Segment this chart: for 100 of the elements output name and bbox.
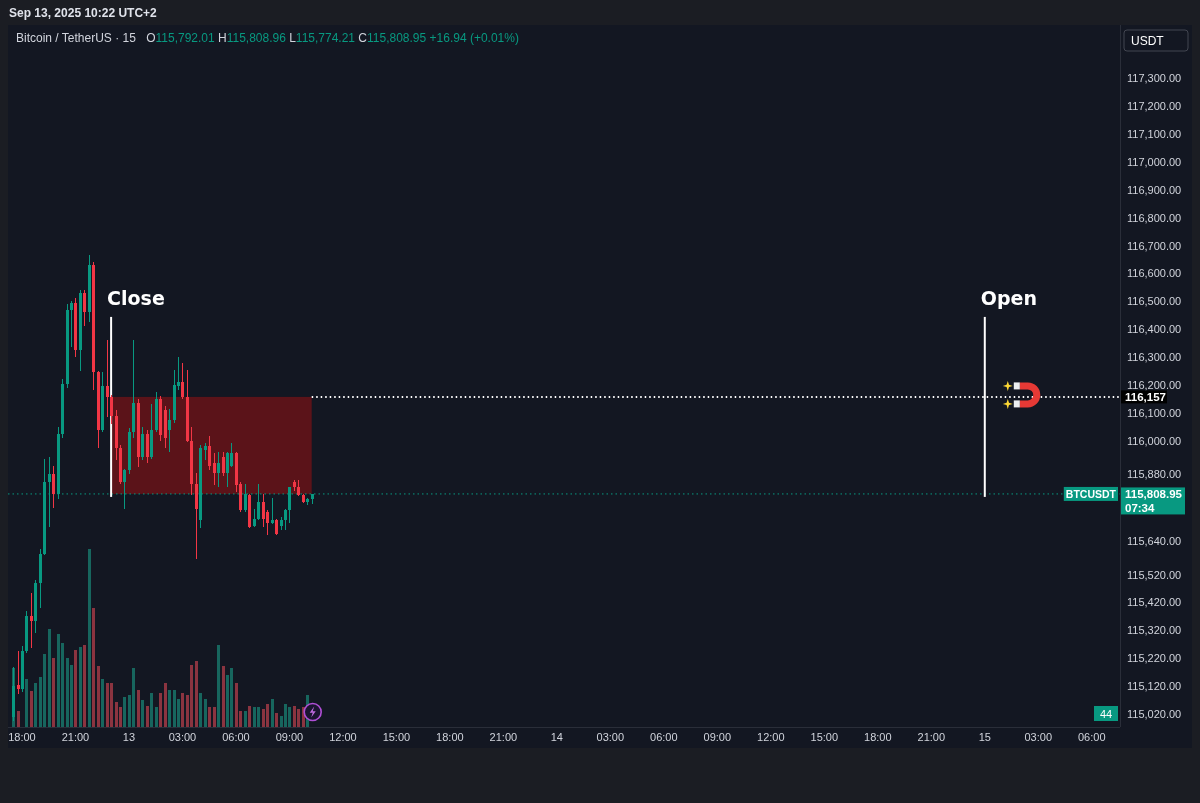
x-tick-label: 21:00 — [489, 731, 518, 743]
bar — [199, 693, 202, 727]
text: Sep 13, 2025 10:22 UTC+2 — [9, 6, 158, 20]
y-tick-label: 115,320.00 — [1127, 624, 1182, 637]
candlestick — [271, 498, 274, 524]
y-tick-label: 116,800.00 — [1127, 211, 1182, 224]
bar — [92, 607, 95, 727]
bar — [110, 682, 113, 727]
x-tick-label: 03:00 — [596, 731, 625, 743]
y-tick-label: 116,400.00 — [1127, 323, 1182, 336]
bar — [230, 668, 233, 727]
y-axis-title: USDT — [1131, 34, 1165, 48]
x-tick-label: 21:00 — [917, 731, 946, 743]
bar — [57, 634, 60, 727]
bar — [293, 705, 296, 727]
bar — [181, 693, 184, 727]
x-tick-label: 13 — [122, 731, 136, 743]
candlestick — [17, 651, 20, 694]
x-tick-label: 15:00 — [810, 731, 839, 743]
y-tick-label: 115,420.00 — [1127, 596, 1182, 609]
bar — [146, 705, 149, 727]
bar — [297, 709, 300, 727]
y-tick-label: 117,300.00 — [1127, 72, 1182, 85]
bar — [101, 678, 104, 727]
candlestick — [70, 301, 73, 347]
bar — [217, 645, 220, 727]
candlestick — [48, 457, 51, 527]
y-tick-label: 116,700.00 — [1127, 239, 1182, 252]
annotation: 44 — [1099, 707, 1113, 720]
bar — [288, 707, 291, 727]
bar — [88, 549, 91, 727]
candlestick — [106, 340, 109, 417]
y-tick-label: 115,020.00 — [1127, 707, 1182, 720]
y-tick-label: 115,640.00 — [1127, 535, 1182, 548]
y-tick-label: 117,200.00 — [1127, 100, 1182, 113]
bar — [34, 682, 37, 727]
ref-line-label: Open — [980, 286, 1037, 309]
y-tick-label: 116,900.00 — [1127, 183, 1182, 196]
bar — [132, 668, 135, 727]
x-tick-label: 12:00 — [757, 731, 785, 743]
x-tick-label: 06:00 — [1078, 731, 1106, 743]
bar — [271, 698, 274, 727]
bar — [208, 707, 211, 727]
y-tick-label: 117,100.00 — [1127, 128, 1182, 141]
ref-line-label: 116,157 — [1125, 390, 1166, 403]
bar — [164, 682, 167, 727]
bar — [159, 693, 162, 727]
y-tick-label: 116,200.00 — [1127, 378, 1182, 391]
y-tick-label: 115,880.00 — [1127, 468, 1182, 481]
x-tick-label: 12:00 — [329, 731, 357, 743]
x-tick-label: 06:00 — [222, 731, 250, 743]
y-tick-label: 115,220.00 — [1127, 652, 1182, 665]
x-tick-label: 03:00 — [168, 731, 197, 743]
y-tick-label: 115,120.00 — [1127, 680, 1182, 693]
x-tick-label: 14 — [550, 731, 563, 743]
bar — [253, 707, 256, 727]
y-tick-label: 116,300.00 — [1127, 351, 1182, 364]
bar — [66, 657, 69, 727]
candlestick — [30, 593, 33, 648]
bar — [17, 710, 20, 727]
ref-line-label: Close — [107, 286, 165, 309]
bar — [79, 646, 82, 727]
bar — [248, 705, 251, 727]
y-tick-label: 116,500.00 — [1127, 295, 1182, 308]
x-tick-label: 06:00 — [650, 731, 678, 743]
bar — [266, 703, 269, 727]
bar — [115, 702, 118, 727]
x-tick-label: 18:00 — [8, 731, 36, 743]
x-tick-label: 03:00 — [1024, 731, 1053, 743]
x-tick-label: 18:00 — [864, 731, 892, 743]
x-tick-label: 15:00 — [382, 731, 411, 743]
bar — [106, 682, 109, 727]
y-tick-label: 117,000.00 — [1127, 155, 1182, 168]
x-tick-label: 18:00 — [436, 731, 464, 743]
bar — [25, 678, 28, 727]
text: O115,792.01 H115,808.96 L115,774.21 C115,808.95 +16.94 (+0.01%) — [146, 31, 519, 45]
bar — [190, 664, 193, 727]
bar — [257, 707, 260, 727]
bar — [48, 629, 51, 727]
bar — [244, 710, 247, 727]
x-tick-label: 15 — [978, 731, 991, 743]
bar — [204, 698, 207, 727]
bar — [173, 689, 176, 727]
y-tick-label: 116,100.00 — [1127, 406, 1182, 419]
x-tick-label: 09:00 — [703, 731, 732, 743]
bar — [155, 707, 158, 727]
bar — [213, 707, 216, 727]
bar — [168, 689, 171, 727]
bar — [137, 689, 140, 727]
bar — [43, 654, 46, 727]
y-tick-label: 116,600.00 — [1127, 267, 1182, 280]
bar — [195, 661, 198, 727]
bar — [83, 645, 86, 727]
bar — [284, 703, 287, 727]
bar — [222, 666, 225, 727]
bar — [97, 666, 100, 727]
x-tick-label: 21:00 — [61, 731, 90, 743]
bar — [52, 657, 55, 727]
bar — [123, 696, 126, 727]
bar — [150, 693, 153, 727]
